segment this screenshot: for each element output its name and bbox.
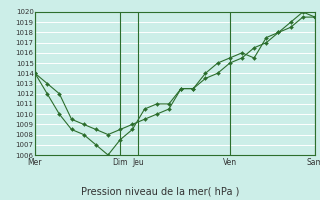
Text: Pression niveau de la mer( hPa ): Pression niveau de la mer( hPa ): [81, 186, 239, 196]
